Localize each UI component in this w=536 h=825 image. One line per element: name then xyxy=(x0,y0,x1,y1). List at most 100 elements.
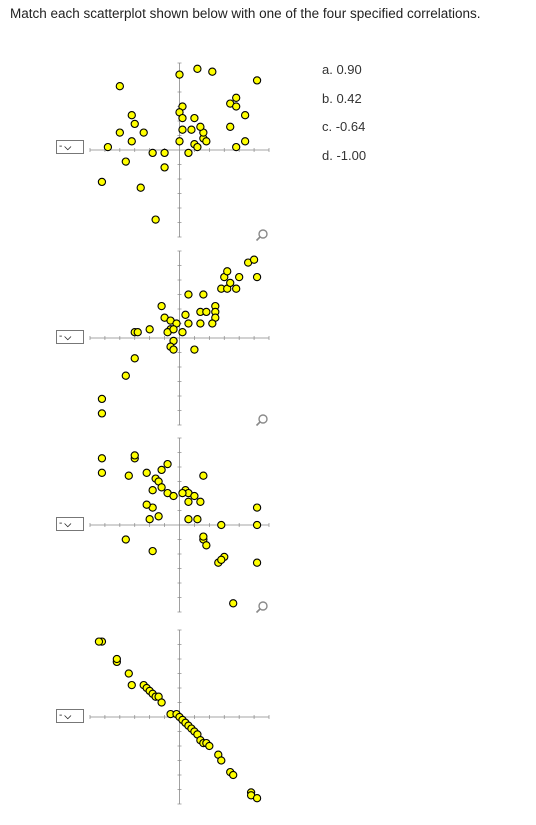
scatter-point xyxy=(184,497,193,506)
scatter-point xyxy=(217,555,226,564)
scatter-point xyxy=(169,491,178,501)
scatter-point xyxy=(97,177,107,187)
scatter-point xyxy=(252,520,262,530)
option-b: b. 0.42 xyxy=(322,90,362,106)
scatter-point xyxy=(163,459,172,469)
scatter-point xyxy=(232,284,241,293)
scatter-point xyxy=(202,307,211,317)
scatter-point xyxy=(127,680,136,690)
scatter-point xyxy=(249,255,259,264)
scatter-point xyxy=(142,500,151,509)
scatter-point xyxy=(175,70,184,79)
scatter-point xyxy=(184,319,193,328)
answer-select-2-value: - xyxy=(59,331,63,342)
answer-select-4[interactable]: - ⌵ xyxy=(56,709,84,723)
scatter-point xyxy=(157,465,166,475)
scatter-point xyxy=(199,471,208,480)
chevron-down-icon: ⌵ xyxy=(64,332,72,342)
scatter-point xyxy=(112,654,121,664)
scatter-point xyxy=(232,102,241,111)
scatter-point xyxy=(97,394,107,404)
scatterplot-4 xyxy=(82,622,277,812)
answer-select-3-value: - xyxy=(59,518,63,529)
scatter-point xyxy=(130,119,139,129)
scatter-point xyxy=(139,128,148,137)
scatter-point xyxy=(184,515,193,524)
scatter-point xyxy=(154,512,163,521)
scatter-point xyxy=(115,82,124,91)
scatterplot-2 xyxy=(82,243,277,433)
scatter-point xyxy=(136,183,145,192)
scatter-point xyxy=(208,319,217,328)
scatter-point xyxy=(187,125,196,134)
scatter-point xyxy=(252,794,262,803)
scatter-point xyxy=(157,483,166,492)
scatter-point xyxy=(202,541,211,550)
option-a: a. 0.90 xyxy=(322,62,362,77)
option-d: d. -1.00 xyxy=(322,147,367,163)
scatter-point xyxy=(184,290,193,299)
scatter-point xyxy=(190,345,199,354)
scatter-point xyxy=(169,345,178,354)
instruction-text: Match each scatterplot shown below with … xyxy=(10,6,481,21)
scatter-point xyxy=(178,113,187,123)
scatter-point xyxy=(240,111,250,120)
scatter-point xyxy=(115,128,124,137)
chevron-down-icon: ⌵ xyxy=(64,519,72,529)
scatter-point xyxy=(193,142,202,152)
scatter-point xyxy=(184,148,193,158)
scatter-point xyxy=(121,157,130,166)
scatter-point xyxy=(94,637,104,646)
scatterplot-3-svg xyxy=(89,437,270,613)
scatter-point xyxy=(252,558,262,567)
scatter-point xyxy=(178,488,187,498)
scatter-point xyxy=(190,113,199,123)
scatter-point xyxy=(127,137,136,146)
scatter-point xyxy=(121,371,130,380)
scatter-point xyxy=(124,669,133,678)
zoom-icon[interactable] xyxy=(255,413,269,427)
scatterplot-2-svg xyxy=(89,250,270,426)
zoom-icon[interactable] xyxy=(255,228,269,242)
scatter-point xyxy=(217,520,226,530)
scatter-point xyxy=(252,76,262,85)
scatter-point xyxy=(205,741,214,751)
scatter-point xyxy=(148,486,157,495)
scatter-point xyxy=(130,354,139,363)
answer-select-3[interactable]: - ⌵ xyxy=(56,517,84,531)
scatter-point xyxy=(103,142,113,152)
scatterplot-1-svg xyxy=(89,62,270,238)
scatter-point xyxy=(232,93,241,102)
option-c: c. -0.64 xyxy=(322,119,366,134)
zoom-icon[interactable] xyxy=(255,600,269,614)
scatter-point xyxy=(148,148,157,158)
scatter-point xyxy=(148,546,157,556)
scatter-point xyxy=(193,64,202,73)
chevron-down-icon: ⌵ xyxy=(64,711,72,721)
scatter-point xyxy=(127,111,136,120)
answer-select-4-value: - xyxy=(59,710,63,721)
scatter-point xyxy=(232,142,241,152)
scatter-point xyxy=(175,137,184,146)
scatter-point xyxy=(178,328,187,337)
answer-select-1[interactable]: - ⌵ xyxy=(56,140,84,154)
chevron-down-icon: ⌵ xyxy=(64,142,72,152)
scatter-point xyxy=(208,67,217,76)
scatter-point xyxy=(199,532,208,541)
scatter-point xyxy=(202,137,211,146)
scatter-point xyxy=(97,468,107,477)
scatter-point xyxy=(196,497,205,506)
answer-select-2[interactable]: - ⌵ xyxy=(56,330,84,344)
scatter-point xyxy=(226,122,235,131)
scatter-point xyxy=(217,756,226,765)
scatter-point xyxy=(235,272,244,282)
scatter-point xyxy=(157,698,166,707)
scatter-point xyxy=(229,599,238,608)
scatter-point xyxy=(145,325,154,334)
scatter-point xyxy=(252,272,262,282)
scatter-point xyxy=(133,328,142,337)
correlation-options: a. 0.90 b. 0.42 c. -0.64 d. -1.00 xyxy=(322,62,366,176)
answer-select-1-value: - xyxy=(59,141,63,152)
scatter-point xyxy=(142,468,151,477)
scatter-point xyxy=(169,325,178,334)
